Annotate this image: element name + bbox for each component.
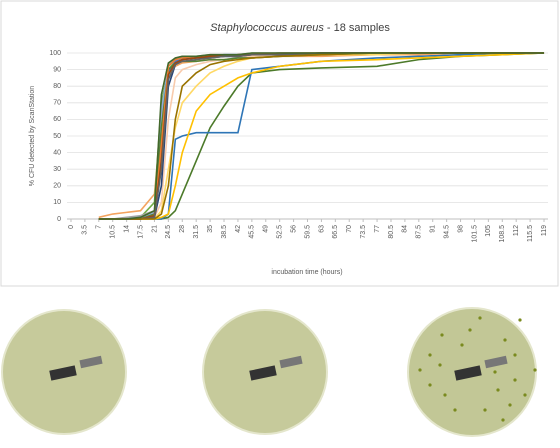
x-tick-label: 14 — [123, 225, 130, 233]
x-tick-label: 35 — [207, 225, 214, 233]
y-tick-label: 80 — [53, 83, 61, 90]
x-tick-label: 28 — [179, 225, 186, 233]
x-tick-label: 105 — [485, 225, 492, 237]
x-tick-label: 17.5 — [137, 225, 144, 239]
plate-label — [249, 365, 277, 381]
y-tick-label: 100 — [49, 50, 61, 57]
x-tick-label: 108.5 — [499, 225, 506, 243]
x-tick-label: 56 — [290, 225, 297, 233]
x-tick-label: 21 — [151, 225, 158, 233]
x-tick-label: 31.5 — [193, 225, 200, 239]
title-suffix: - 18 samples — [327, 22, 390, 34]
colonies — [418, 316, 537, 422]
x-tick-label: 98 — [457, 225, 464, 233]
chart-frame — [0, 0, 559, 287]
y-tick-label: 0 — [57, 216, 61, 223]
x-tick-label: 10.5 — [110, 225, 117, 239]
x-tick-label: 112 — [513, 225, 520, 236]
y-tick-label: 90 — [53, 66, 61, 73]
x-tick-label: 91 — [430, 225, 437, 233]
y-tick-label: 20 — [53, 183, 61, 190]
x-tick-label: 59.5 — [304, 225, 311, 239]
chart-title: Staphylococcus aureus - 18 samples — [210, 22, 390, 34]
x-tick-label: 3.5 — [82, 225, 89, 235]
x-tick-label: 0 — [68, 225, 75, 229]
x-tick-label: 70 — [346, 225, 353, 233]
x-tick-label: 7 — [96, 225, 103, 229]
x-tick-label: 80.5 — [388, 225, 395, 239]
plate-label — [279, 355, 303, 369]
plate-label — [484, 355, 508, 369]
series-line — [98, 52, 545, 220]
title-species: Staphylococcus aureus — [210, 22, 324, 34]
x-axis-label: incubation time (hours) — [271, 269, 342, 276]
y-tick-label: 30 — [53, 166, 61, 173]
x-tick-label: 49 — [263, 225, 270, 233]
x-tick-label: 73.5 — [360, 225, 367, 239]
x-tick-label: 52.5 — [277, 225, 284, 239]
y-tick-label: 70 — [53, 100, 61, 107]
x-tick-label: 94.5 — [443, 225, 450, 239]
x-tick-label: 87.5 — [416, 225, 423, 239]
x-tick-label: 66.5 — [332, 225, 339, 239]
x-tick-label: 63 — [318, 225, 325, 233]
x-tick-label: 77 — [374, 225, 381, 233]
x-tick-label: 42 — [235, 225, 242, 233]
plate-label — [79, 355, 103, 369]
y-axis-label: % CFU detected by ScanStation — [29, 86, 36, 186]
x-tick-label: 38.5 — [221, 225, 228, 239]
x-tick-label: 24.5 — [165, 225, 172, 239]
y-tick-label: 60 — [53, 116, 61, 123]
x-tick-label: 115.5 — [527, 225, 534, 242]
x-tick-label: 119 — [541, 225, 548, 236]
x-tick-label: 101.5 — [471, 225, 478, 243]
x-tick-label: 45.5 — [249, 225, 256, 239]
y-tick-label: 50 — [53, 133, 61, 140]
plate-images — [1, 307, 537, 437]
plate-label — [454, 365, 482, 381]
x-tick-label: 84 — [402, 225, 409, 233]
y-tick-label: 10 — [53, 199, 61, 206]
plate-label — [49, 365, 77, 381]
y-tick-label: 40 — [53, 149, 61, 156]
